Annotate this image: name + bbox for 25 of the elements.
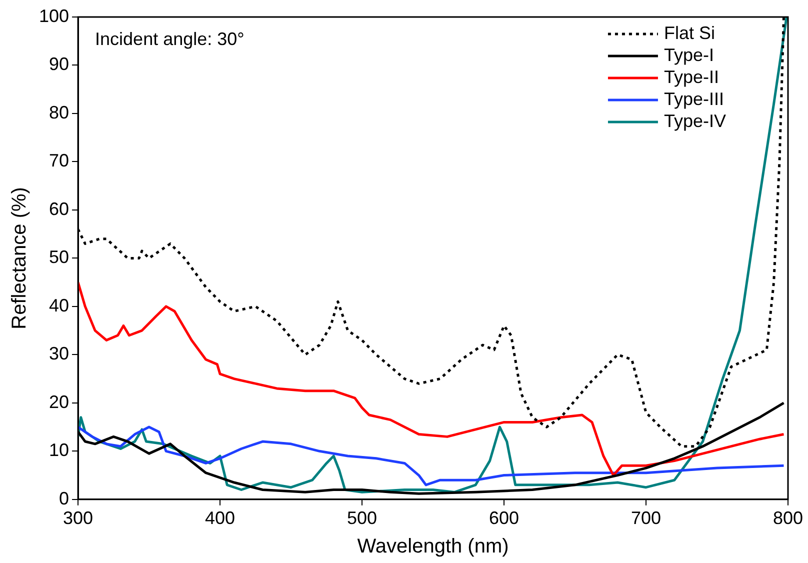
x-tick-label: 800	[772, 508, 804, 528]
y-tick-label: 40	[49, 295, 70, 316]
legend-label: Flat Si	[664, 22, 715, 43]
y-tick-label: 70	[49, 150, 70, 171]
x-axis-title: Wavelength (nm)	[357, 536, 509, 558]
x-tick-label: 700	[630, 508, 662, 528]
y-tick-label: 100	[38, 6, 70, 26]
x-tick-label: 500	[346, 508, 378, 528]
y-tick-label: 0	[59, 488, 70, 508]
x-tick-label: 300	[63, 508, 94, 528]
y-tick-label: 80	[49, 102, 70, 122]
annotation: Incident angle: 30°	[95, 28, 244, 49]
y-tick-label: 20	[49, 392, 70, 412]
x-tick-label: 400	[205, 508, 236, 528]
x-tick-label: 600	[488, 508, 520, 528]
legend-label: Type-IV	[664, 110, 726, 131]
y-tick-label: 50	[49, 247, 70, 268]
y-tick-label: 30	[49, 344, 70, 364]
y-tick-label: 90	[49, 54, 70, 74]
legend-label: Type-II	[664, 66, 720, 87]
y-tick-label: 10	[49, 440, 70, 460]
legend-label: Type-III	[664, 88, 724, 109]
y-tick-label: 60	[49, 198, 70, 219]
legend-label: Type-I	[664, 44, 714, 65]
y-axis-title: Reflectance (%)	[8, 187, 31, 330]
